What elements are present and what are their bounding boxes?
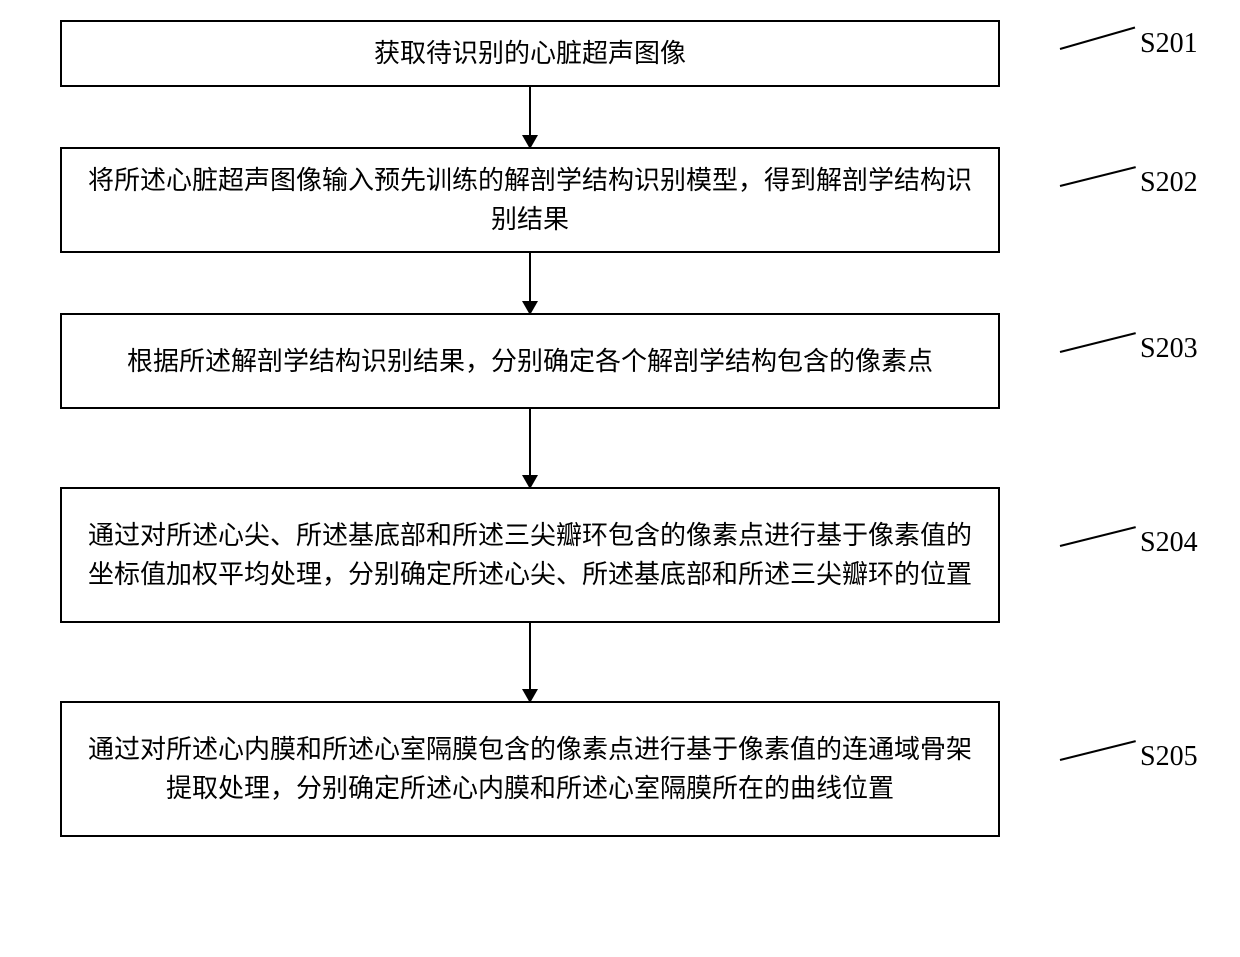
step-label-S202: S202	[1140, 167, 1198, 199]
step-label-S205: S205	[1140, 741, 1198, 773]
step-text: 将所述心脏超声图像输入预先训练的解剖学结构识别模型，得到解剖学结构识别结果	[82, 161, 978, 239]
step-label-S203: S203	[1140, 333, 1198, 365]
flowchart-container: 获取待识别的心脏超声图像S201 将所述心脏超声图像输入预先训练的解剖学结构识别模…	[60, 20, 1180, 837]
step-text: 通过对所述心尖、所述基底部和所述三尖瓣环包含的像素点进行基于像素值的坐标值加权平…	[82, 516, 978, 594]
step-box-S202: 将所述心脏超声图像输入预先训练的解剖学结构识别模型，得到解剖学结构识别结果	[60, 147, 1000, 253]
arrow-down-icon	[529, 87, 531, 147]
step-text: 获取待识别的心脏超声图像	[374, 34, 686, 73]
step-text: 通过对所述心内膜和所述心室隔膜包含的像素点进行基于像素值的连通域骨架提取处理，分…	[82, 730, 978, 808]
step-label-S201: S201	[1140, 28, 1198, 60]
arrow-down-icon	[529, 409, 531, 487]
step-box-S204: 通过对所述心尖、所述基底部和所述三尖瓣环包含的像素点进行基于像素值的坐标值加权平…	[60, 487, 1000, 623]
step-box-S201: 获取待识别的心脏超声图像	[60, 20, 1000, 87]
connector-line	[1060, 526, 1136, 547]
connector-line	[1060, 27, 1136, 50]
connector-line	[1060, 332, 1136, 353]
step-row-S204: 通过对所述心尖、所述基底部和所述三尖瓣环包含的像素点进行基于像素值的坐标值加权平…	[60, 487, 1180, 623]
arrow-container	[60, 409, 1000, 487]
arrow-down-icon	[529, 623, 531, 701]
step-text: 根据所述解剖学结构识别结果，分别确定各个解剖学结构包含的像素点	[127, 342, 933, 381]
step-box-S203: 根据所述解剖学结构识别结果，分别确定各个解剖学结构包含的像素点	[60, 313, 1000, 409]
step-row-S202: 将所述心脏超声图像输入预先训练的解剖学结构识别模型，得到解剖学结构识别结果S20…	[60, 147, 1180, 253]
arrow-down-icon	[529, 253, 531, 313]
step-row-S203: 根据所述解剖学结构识别结果，分别确定各个解剖学结构包含的像素点S203	[60, 313, 1180, 409]
connector-line	[1060, 166, 1136, 187]
arrow-container	[60, 253, 1000, 313]
step-row-S205: 通过对所述心内膜和所述心室隔膜包含的像素点进行基于像素值的连通域骨架提取处理，分…	[60, 701, 1180, 837]
connector-line	[1060, 740, 1136, 761]
arrow-container	[60, 87, 1000, 147]
step-row-S201: 获取待识别的心脏超声图像S201	[60, 20, 1180, 87]
arrow-container	[60, 623, 1000, 701]
step-box-S205: 通过对所述心内膜和所述心室隔膜包含的像素点进行基于像素值的连通域骨架提取处理，分…	[60, 701, 1000, 837]
step-label-S204: S204	[1140, 527, 1198, 559]
